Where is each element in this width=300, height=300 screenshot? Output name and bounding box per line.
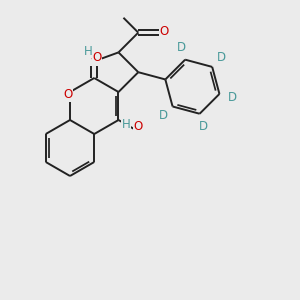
Text: H: H [84, 45, 92, 58]
Text: O: O [63, 88, 73, 101]
Text: D: D [217, 51, 226, 64]
Text: D: D [159, 109, 168, 122]
Text: D: D [198, 120, 208, 133]
Text: O: O [91, 52, 100, 65]
Text: D: D [227, 91, 237, 104]
Text: O: O [133, 121, 142, 134]
Text: D: D [177, 40, 186, 54]
Text: O: O [160, 25, 169, 38]
Text: O: O [92, 51, 102, 64]
Text: H: H [122, 118, 130, 131]
